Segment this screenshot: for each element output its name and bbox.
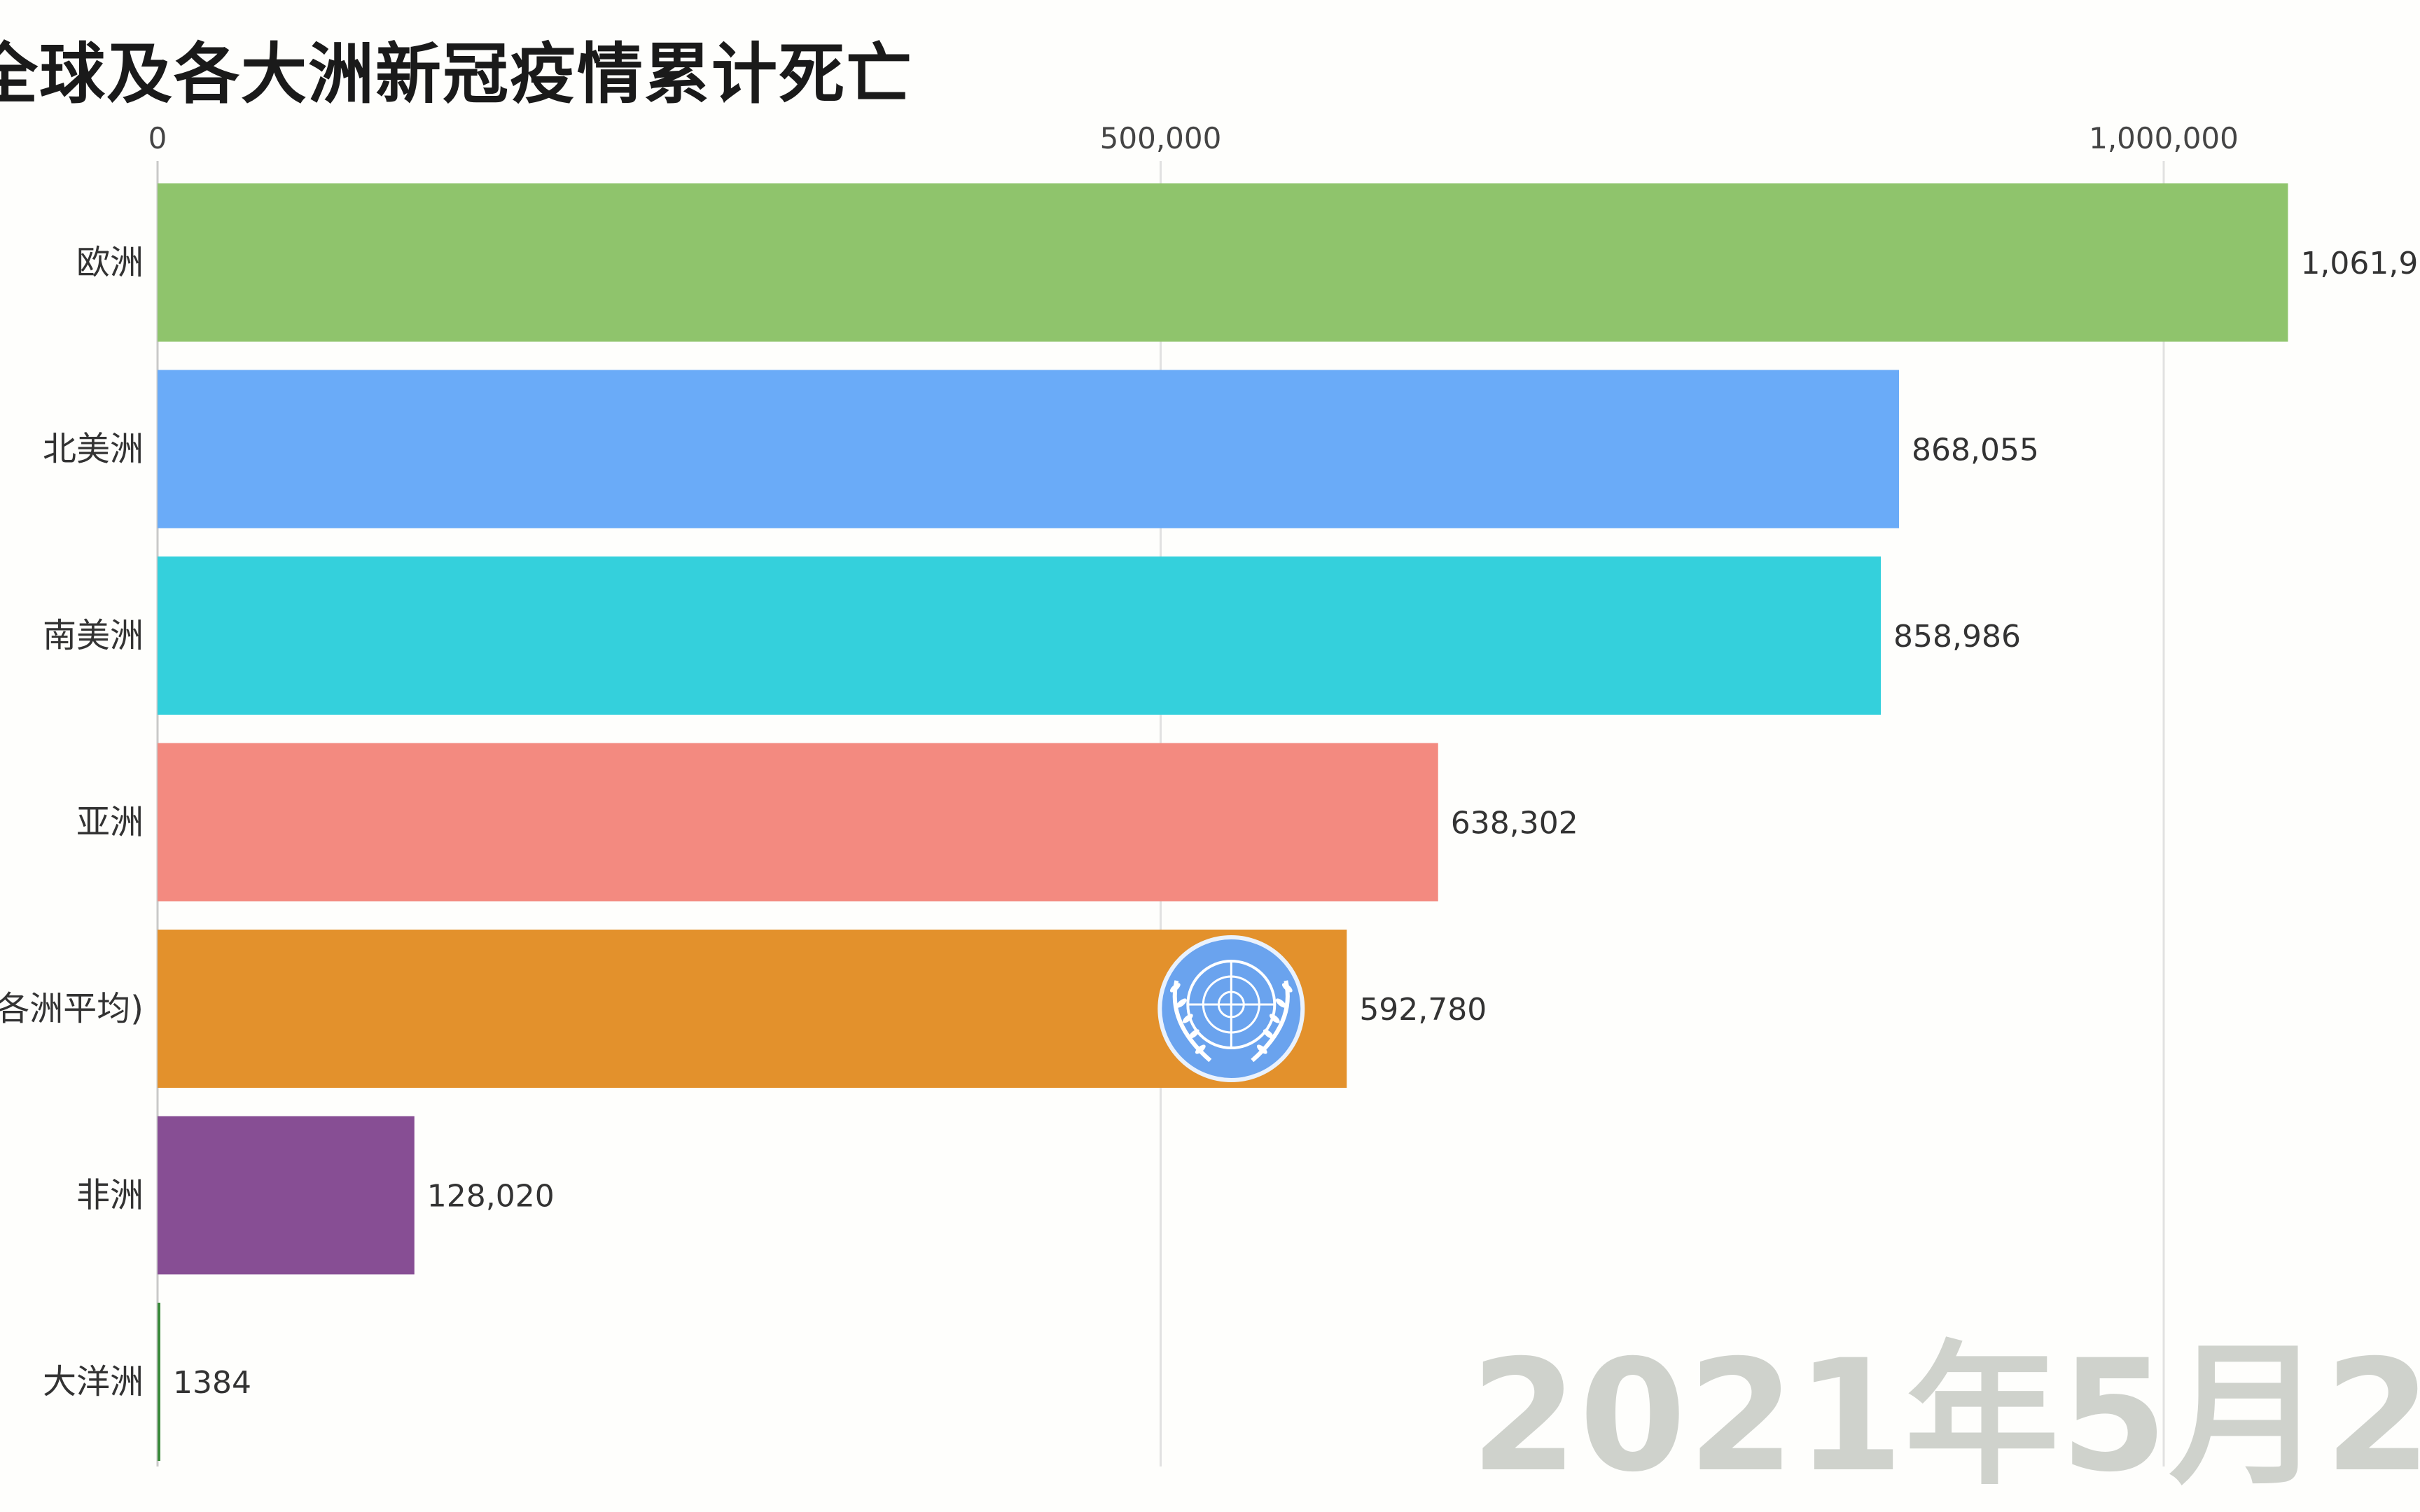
category-label: 北美洲 — [43, 430, 144, 469]
chart-title: 全球及各大洲新冠疫情累计死亡 — [0, 36, 914, 113]
date-watermark: 2021年5月20日 — [1470, 1326, 2420, 1506]
category-label: 非洲 — [76, 1176, 144, 1215]
category-label: 全球(各洲平均) — [0, 989, 144, 1028]
x-tick-label: 1,000,000 — [2089, 121, 2239, 155]
united-nations-emblem-icon — [1157, 935, 1305, 1082]
value-label: 638,302 — [1451, 806, 1578, 841]
category-label: 亚洲 — [76, 803, 144, 842]
bar-4 — [158, 930, 1347, 1088]
category-label: 南美洲 — [43, 616, 144, 655]
x-tick-label: 500,000 — [1100, 121, 1222, 155]
bar-0 — [158, 183, 2288, 342]
value-label: 1,061,935 — [2300, 246, 2420, 281]
bar-2 — [158, 556, 1881, 715]
value-label: 868,055 — [1912, 433, 2039, 468]
bar-1 — [158, 370, 1899, 528]
bar-6 — [158, 1303, 160, 1461]
x-tick-label: 0 — [148, 121, 167, 155]
value-label: 1384 — [173, 1365, 251, 1401]
value-label: 128,020 — [427, 1179, 555, 1214]
category-label: 欧洲 — [76, 243, 144, 282]
category-label: 大洋洲 — [43, 1362, 144, 1401]
bar-3 — [158, 743, 1438, 902]
value-label: 858,986 — [1893, 619, 2021, 654]
value-label: 592,780 — [1359, 992, 1487, 1028]
bar-5 — [158, 1116, 415, 1275]
